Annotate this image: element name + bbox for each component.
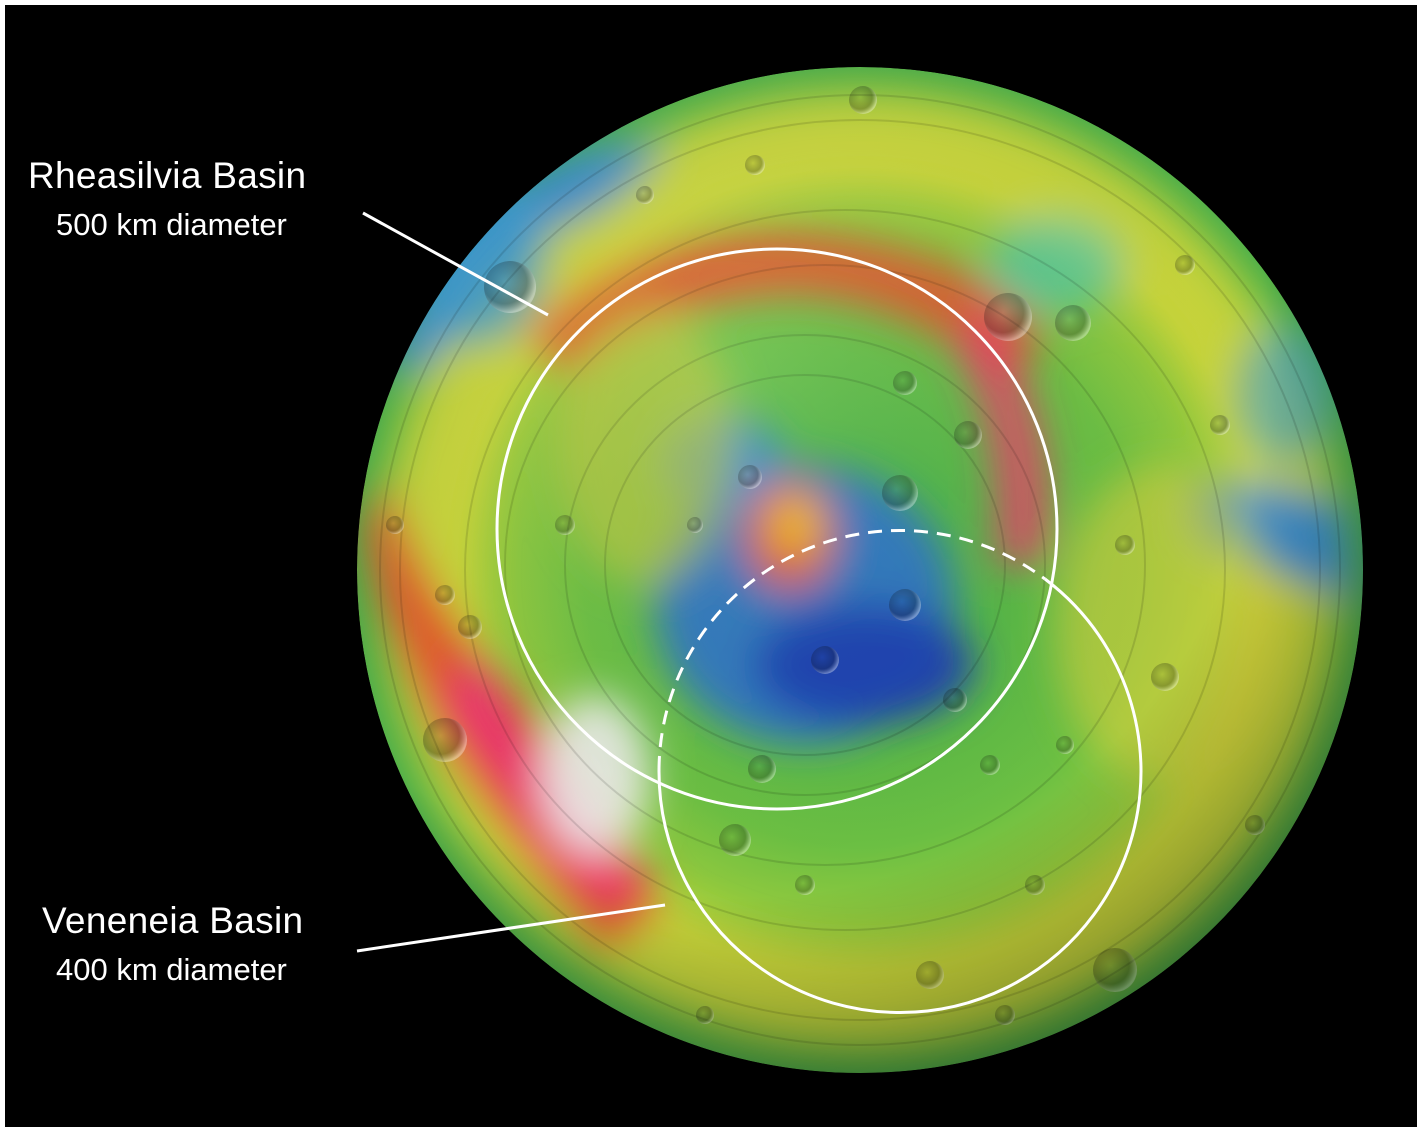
- veneneia-basin-outline-dashed: [657, 529, 1046, 771]
- veneneia-basin-label: Veneneia Basin: [42, 900, 304, 941]
- rheasilvia-leader-line: [362, 211, 549, 317]
- rheasilvia-diameter-label: 500 km diameter: [56, 207, 287, 242]
- vesta-south-pole-map: [356, 67, 1363, 1073]
- image-frame: Rheasilvia Basin 500 km diameter Venenei…: [5, 5, 1417, 1127]
- basin-outlines: [495, 247, 1143, 1014]
- vesta-globe: [357, 67, 1363, 1073]
- rheasilvia-basin-label: Rheasilvia Basin: [28, 155, 307, 196]
- rheasilvia-basin-outline: [495, 247, 1059, 811]
- veneneia-leader-line: [356, 903, 666, 953]
- veneneia-diameter-label: 400 km diameter: [56, 952, 287, 987]
- veneneia-basin-outline: [657, 577, 1143, 1014]
